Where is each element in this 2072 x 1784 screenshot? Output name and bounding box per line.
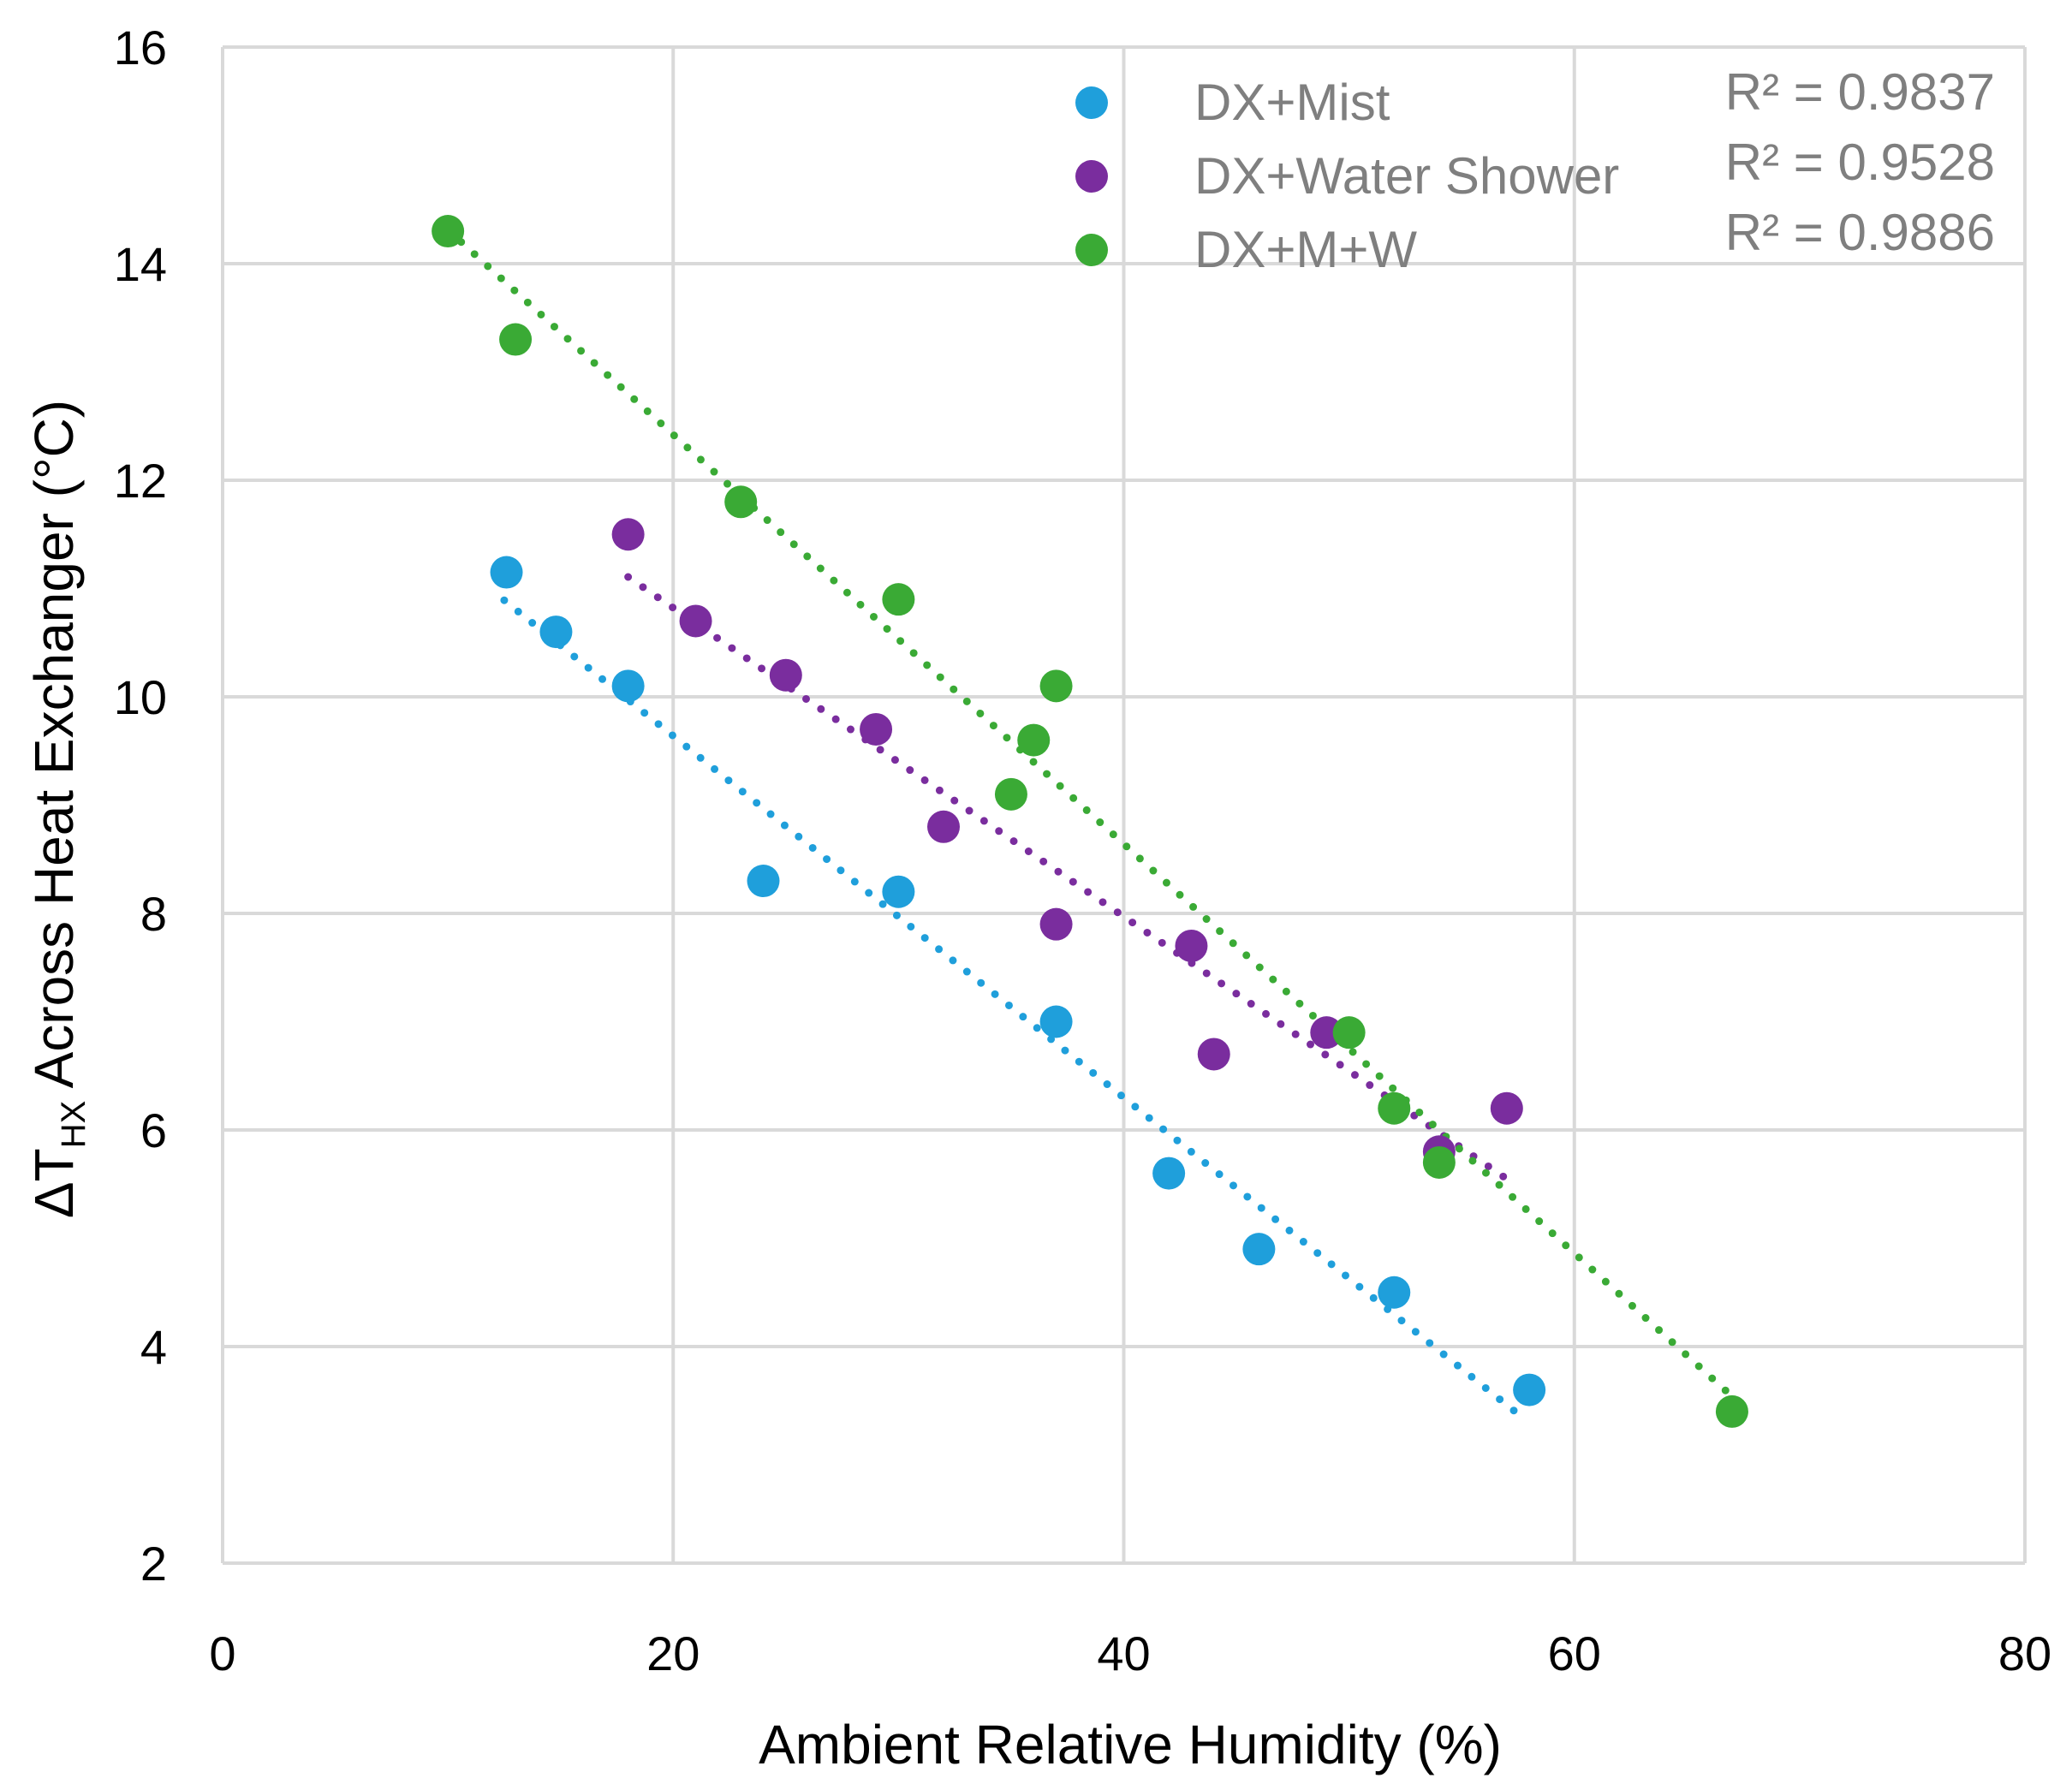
y-tick-label: 2 [140, 1537, 167, 1591]
legend-label-series-1: DX+Water Shower [1194, 147, 1619, 205]
point-series-0 [1039, 1005, 1073, 1038]
y-axis-title-prefix: ΔT [23, 1148, 85, 1218]
point-series-2 [994, 777, 1027, 811]
x-tick-label: 20 [646, 1626, 700, 1680]
point-series-1 [1197, 1038, 1230, 1071]
trendline-series-2 [444, 226, 1736, 1400]
x-tick-label: 60 [1548, 1626, 1601, 1680]
y-axis-title-suffix: Across Heat Exchanger (°C) [23, 400, 85, 1101]
point-series-0 [1378, 1276, 1411, 1309]
legend-label-series-2: DX+M+W [1194, 221, 1417, 278]
y-tick-label: 6 [140, 1103, 167, 1157]
point-series-2 [1422, 1145, 1456, 1179]
trendline-layer [444, 226, 1736, 1418]
grid-layer [221, 45, 2027, 1565]
y-axis-title-subscript: HX [55, 1101, 92, 1149]
point-series-1 [860, 712, 893, 746]
legend-marker-series-0 [1075, 86, 1108, 119]
y-tick-label: 14 [114, 237, 167, 291]
point-series-0 [747, 865, 780, 898]
point-series-1 [1039, 907, 1073, 941]
point-series-1 [679, 604, 712, 638]
point-series-0 [490, 556, 523, 589]
y-tick-label: 8 [140, 887, 167, 941]
point-series-0 [1242, 1233, 1276, 1266]
legend: DX+Mist DX+Water Shower DX+M+W [1075, 74, 1619, 278]
y-tick-label: 10 [114, 670, 167, 724]
point-series-2 [499, 323, 533, 356]
y-tick-label: 12 [114, 454, 167, 508]
point-series-0 [1152, 1157, 1186, 1190]
legend-marker-series-2 [1075, 234, 1108, 266]
tick-label-layer: 2 4 6 8 10 12 14 16 0 20 40 60 80 [114, 21, 2051, 1680]
x-axis-title: Ambient Relative Humidity (%) [759, 1714, 1502, 1775]
point-series-2 [882, 583, 915, 616]
y-axis-title: ΔTHX Across Heat Exchanger (°C) [23, 400, 92, 1218]
legend-marker-series-1 [1075, 160, 1108, 193]
point-series-1 [1310, 1016, 1343, 1050]
r-squared-series-2: R² = 0.9886 [1725, 204, 1995, 261]
point-series-2 [724, 485, 758, 519]
x-tick-label: 80 [1998, 1626, 2051, 1680]
r-squared-series-0: R² = 0.9837 [1725, 63, 1995, 121]
point-series-0 [882, 875, 915, 908]
r-squared-series-1: R² = 0.9528 [1725, 134, 1995, 191]
x-tick-label: 0 [209, 1626, 235, 1680]
point-series-0 [1513, 1373, 1546, 1406]
r-squared-annotations: R² = 0.9837 R² = 0.9528 R² = 0.9886 [1725, 63, 1995, 261]
y-tick-label: 16 [114, 21, 167, 74]
point-series-1 [769, 658, 802, 692]
point-layer [432, 215, 1748, 1428]
point-series-1 [611, 518, 645, 551]
trendline-series-0 [500, 596, 1522, 1418]
point-series-2 [1039, 669, 1073, 703]
point-series-2 [1017, 723, 1051, 757]
legend-label-series-0: DX+Mist [1194, 74, 1390, 131]
point-series-1 [1490, 1091, 1523, 1125]
point-series-1 [1175, 929, 1208, 962]
point-series-2 [1332, 1016, 1366, 1050]
y-tick-label: 4 [140, 1320, 167, 1374]
point-series-1 [927, 810, 960, 843]
point-series-0 [611, 669, 645, 703]
point-series-2 [1378, 1091, 1411, 1125]
x-tick-label: 40 [1097, 1626, 1150, 1680]
point-series-2 [432, 215, 465, 248]
point-series-2 [1715, 1394, 1748, 1428]
point-series-0 [539, 615, 573, 649]
